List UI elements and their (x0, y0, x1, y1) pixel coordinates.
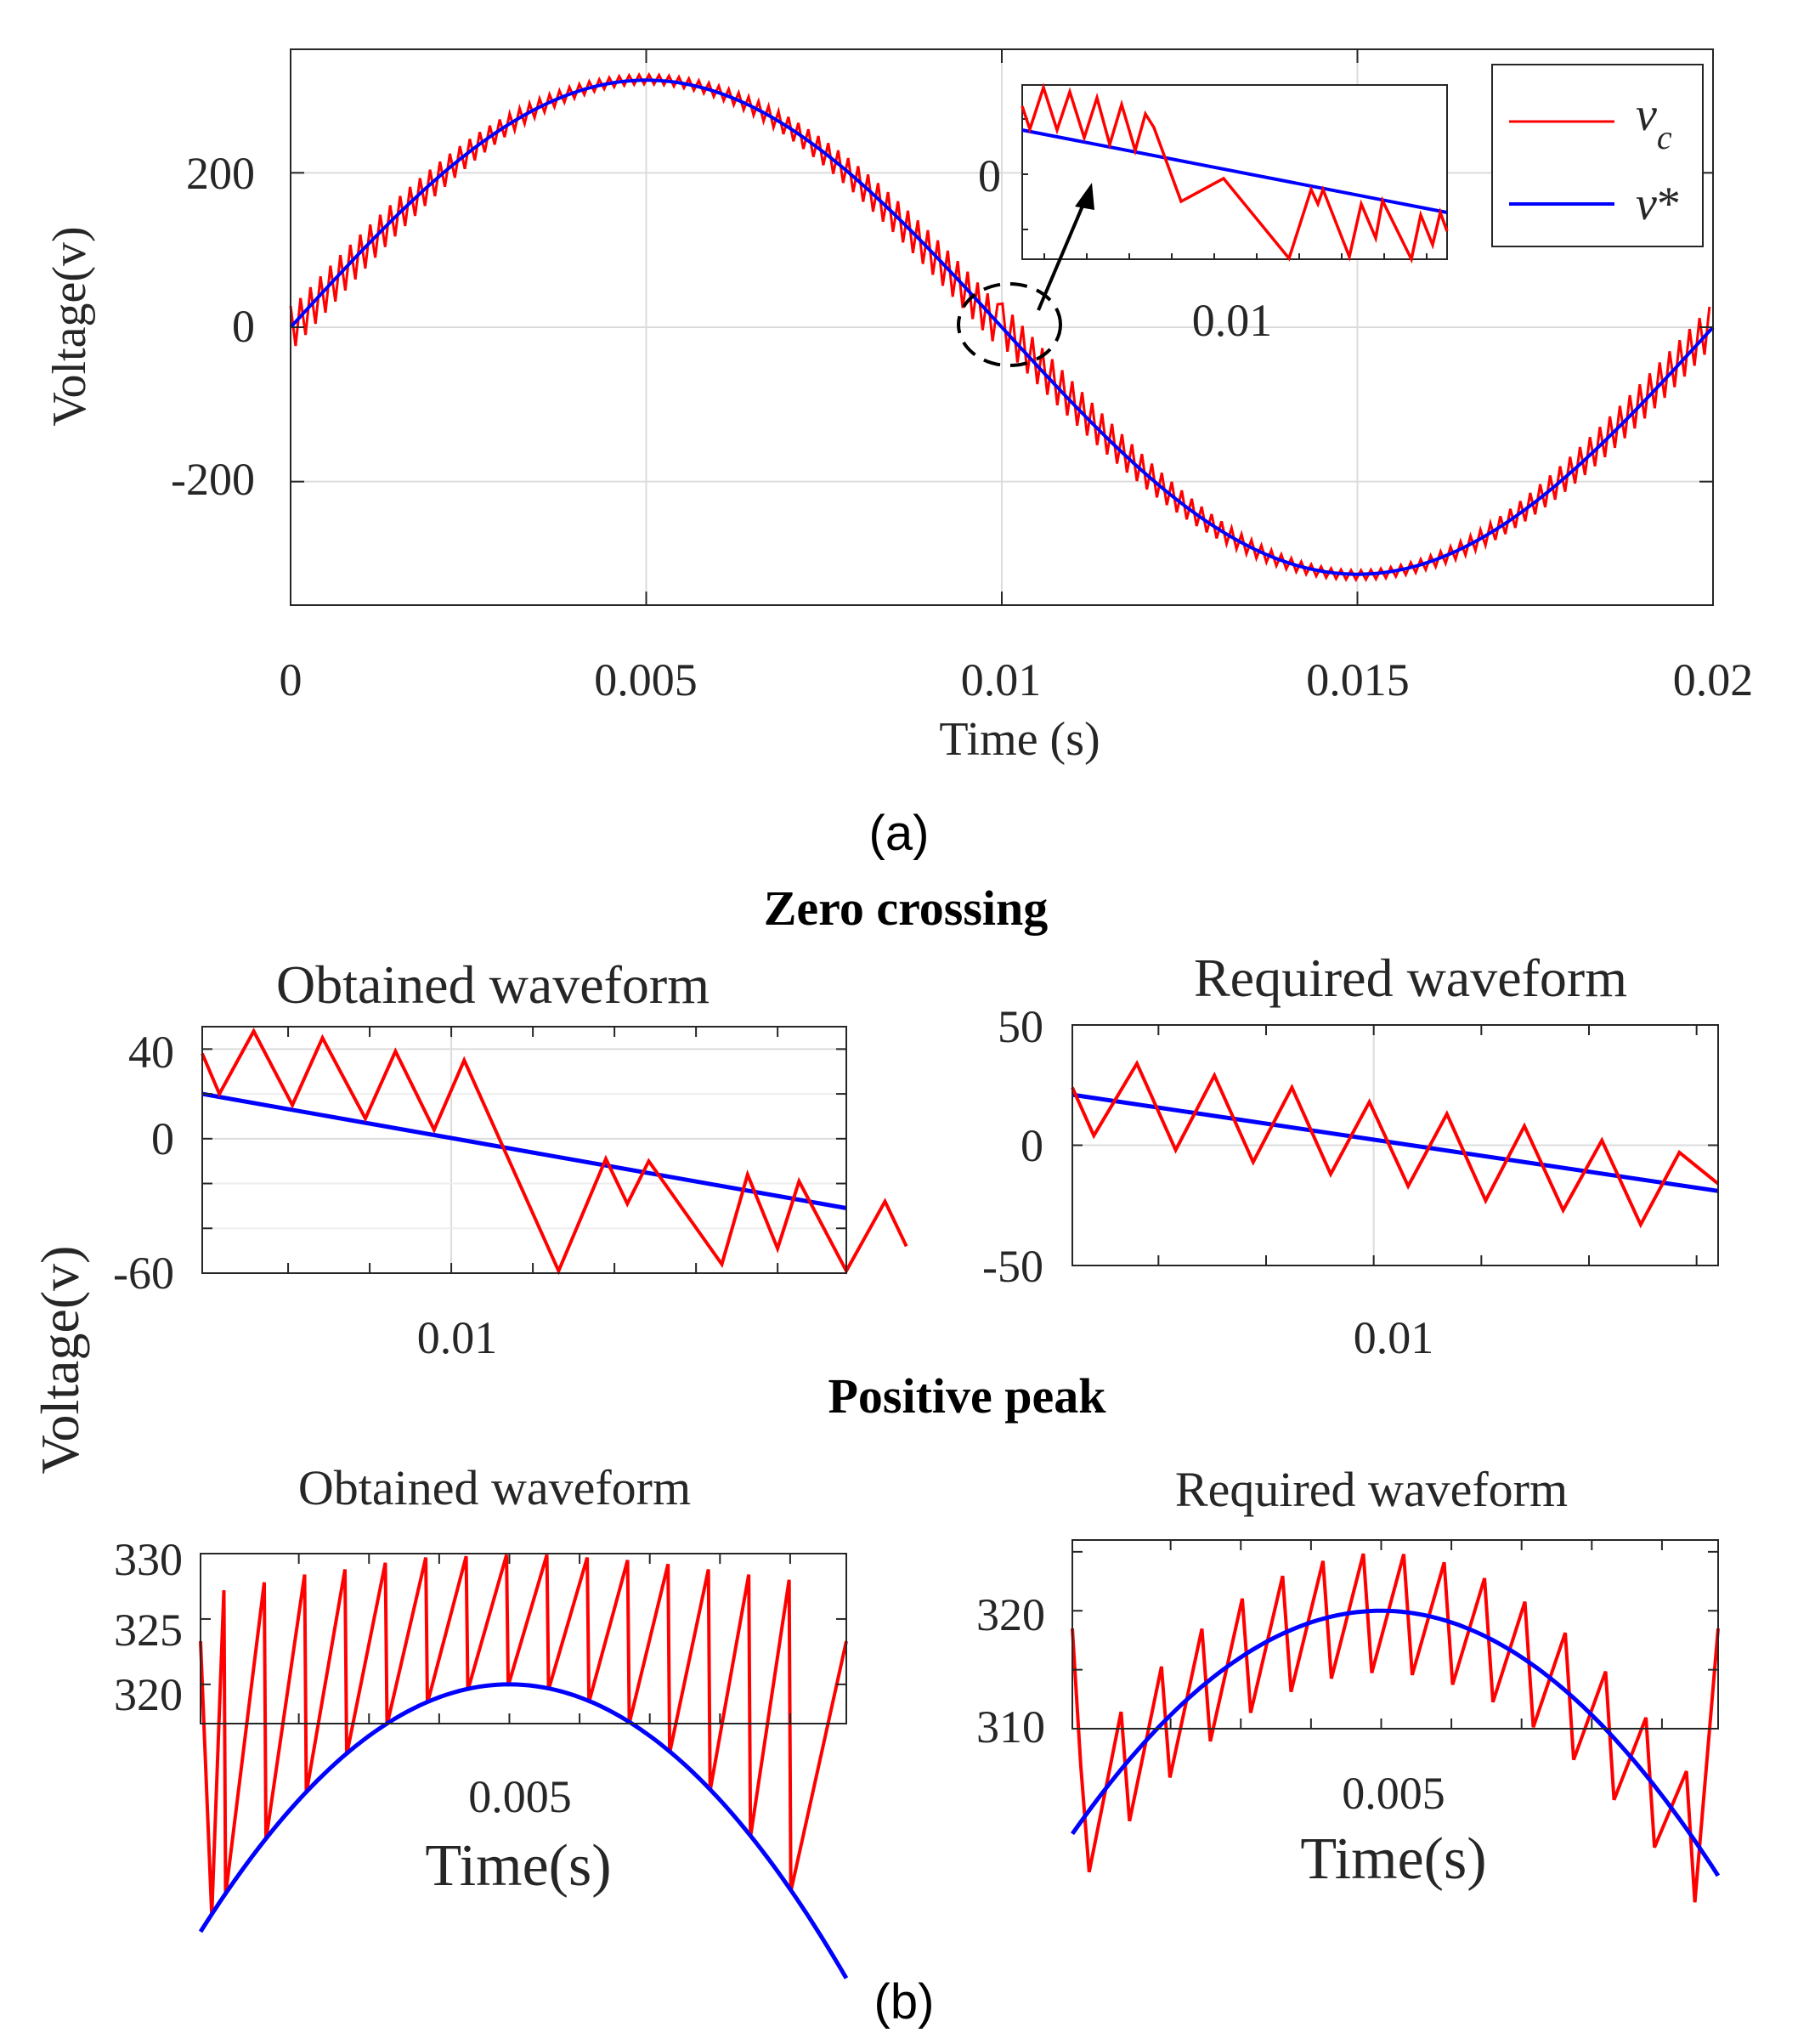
main-xtick-label-2: 0.01 (961, 654, 1042, 705)
peak-obtained-ytick-1: 325 (114, 1605, 183, 1656)
peak-required-vref-line (1070, 1608, 1721, 1877)
zero-obtained-title: Obtained waveform (276, 954, 710, 1015)
main-xtick-label-1: 0.005 (594, 654, 698, 705)
peak-required-ticks (1072, 1540, 1718, 1730)
zero-required-ytick-2: 50 (998, 1001, 1043, 1052)
section-title-zero-crossing: Zero crossing (764, 880, 1049, 936)
zero-obtained-ticks (202, 1027, 846, 1274)
main-xtick-label-4: 0.02 (1673, 654, 1754, 705)
main-xlabel: Time (s) (939, 713, 1100, 766)
zero-required-vc-line (1071, 1059, 1720, 1229)
inset-xtick-label: 0.01 (1192, 295, 1273, 346)
main-chart: 0 0.005 0.01 0.015 0.02 -200 0 200 Time … (43, 48, 1754, 766)
peak-required-frame (1071, 1539, 1719, 1730)
chart-zero-required: Required waveform -50 0 50 0.01 (982, 948, 1720, 1363)
inset-ticks (1022, 118, 1428, 259)
zero-required-vref-line (1071, 1092, 1719, 1193)
zero-required-grid (1072, 1024, 1718, 1266)
zoom-arrow-line (1037, 197, 1088, 311)
zoom-arrow-head-icon (1075, 183, 1094, 210)
main-xtick-label-0: 0 (280, 654, 302, 705)
zero-required-ticks (1072, 1024, 1718, 1266)
legend-vref-star: * (1657, 178, 1681, 230)
peak-required-ytick-0: 310 (976, 1701, 1045, 1752)
peak-required-xlabel: Time(s) (1300, 1826, 1486, 1892)
main-ytick-label-0: -200 (171, 454, 255, 505)
zero-required-ytick-0: -50 (982, 1241, 1043, 1292)
zero-obtained-frame (201, 1026, 847, 1274)
peak-required-ytick-1: 320 (976, 1589, 1045, 1640)
main-legend: vc v* (1491, 64, 1704, 247)
inset-series-vc-line (1021, 82, 1449, 264)
main-ylabel: Voltage(v) (43, 226, 96, 426)
legend-box (1491, 64, 1704, 247)
peak-required-title: Required waveform (1175, 1462, 1568, 1517)
caption-a: (a) (869, 806, 930, 861)
caption-b: (b) (874, 1974, 935, 2030)
main-series-vref-line (289, 78, 1715, 576)
zero-obtained-vc-line (201, 1028, 908, 1276)
main-ytick-label-2: 200 (186, 148, 255, 199)
legend-vc-label: vc (1636, 88, 1672, 156)
legend-vc-main: v (1636, 88, 1657, 141)
zero-required-title: Required waveform (1194, 948, 1627, 1008)
peak-obtained-vref-line (198, 1682, 849, 1979)
legend-vref-label: v* (1636, 178, 1681, 230)
zero-obtained-ytick-0: -60 (113, 1248, 174, 1299)
peak-obtained-ticks (201, 1553, 846, 1724)
inset-series-vref-line (1021, 128, 1448, 214)
peak-obtained-xlabel: Time(s) (425, 1833, 611, 1899)
main-xtick-label-3: 0.015 (1306, 654, 1410, 705)
zero-obtained-vref-line (201, 1091, 847, 1210)
main-ticks (290, 49, 1714, 605)
peak-obtained-xtick-0: 0.005 (468, 1771, 572, 1822)
peak-obtained-ytick-0: 320 (114, 1669, 183, 1720)
peak-obtained-frame (200, 1553, 847, 1724)
section-title-positive-peak: Positive peak (828, 1368, 1106, 1424)
main-inset: 0.01 0 (978, 82, 1449, 346)
legend-vref-main: v (1636, 178, 1657, 230)
legend-vc-sub: c (1657, 118, 1672, 156)
peak-required-xtick-0: 0.005 (1342, 1768, 1445, 1819)
zero-obtained-ytick-1: 0 (151, 1113, 174, 1164)
inset-ytick-label: 0 (978, 150, 1001, 201)
chart-peak-required: Required waveform 310 320 0.005 Time(s) (976, 1462, 1721, 1903)
shared-ylabel: Voltage(v) (30, 1246, 90, 1475)
zero-required-xtick-0: 0.01 (1354, 1312, 1434, 1363)
zoom-region-circle (957, 282, 1062, 367)
zero-required-ytick-1: 0 (1021, 1120, 1043, 1171)
zero-obtained-ytick-2: 40 (128, 1027, 174, 1078)
peak-obtained-ytick-2: 330 (114, 1534, 183, 1585)
main-ytick-label-1: 0 (232, 301, 255, 352)
chart-zero-obtained: Obtained waveform -60 0 40 0.01 (113, 954, 908, 1363)
peak-obtained-vc-line (199, 1554, 848, 1916)
chart-peak-obtained: Obtained waveform 320 325 330 0.005 Time… (114, 1460, 849, 1979)
zero-obtained-xtick-0: 0.01 (417, 1312, 498, 1363)
peak-obtained-title: Obtained waveform (298, 1460, 691, 1515)
